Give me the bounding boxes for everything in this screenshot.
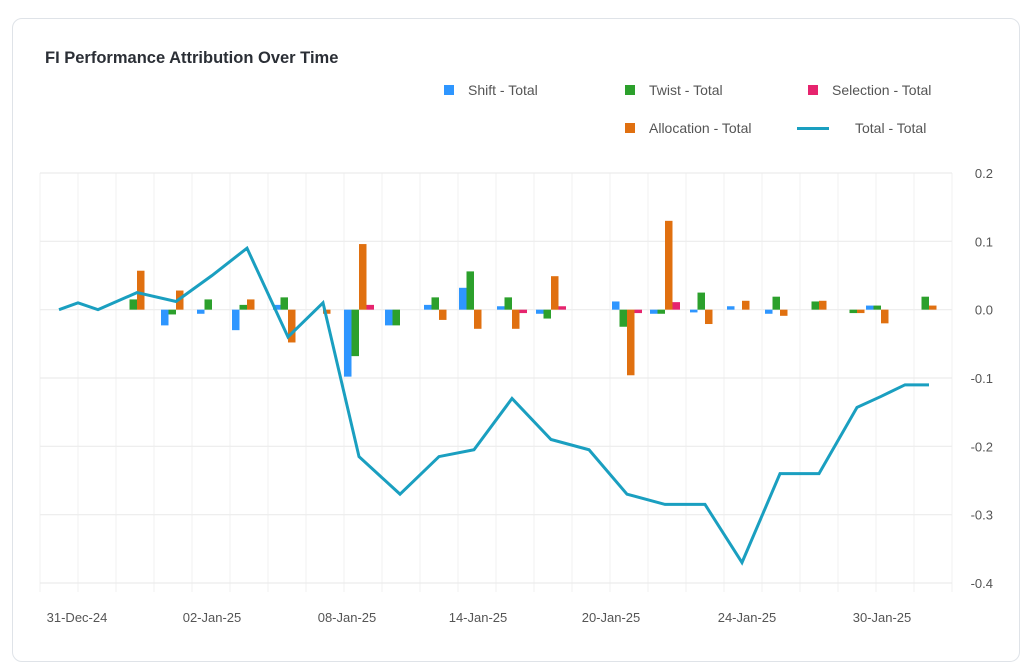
twist-bar bbox=[504, 297, 512, 310]
selection-bar bbox=[558, 306, 566, 310]
x-tick-label: 30-Jan-25 bbox=[853, 610, 912, 625]
shift-bar bbox=[612, 301, 620, 310]
allocation-bar bbox=[819, 300, 827, 310]
allocation-bar bbox=[929, 305, 937, 310]
y-tick-label: 0.1 bbox=[975, 234, 993, 249]
allocation-bar bbox=[323, 309, 331, 314]
allocation-bar bbox=[247, 299, 255, 310]
legend-label: Total - Total bbox=[855, 120, 927, 136]
shift-bar bbox=[344, 309, 352, 377]
x-tick-label: 20-Jan-25 bbox=[582, 610, 641, 625]
x-tick-label: 08-Jan-25 bbox=[318, 610, 377, 625]
allocation-bar bbox=[359, 244, 367, 310]
allocation-bar bbox=[665, 220, 673, 310]
shift-bar bbox=[536, 309, 544, 314]
shift-bar bbox=[690, 309, 698, 313]
legend-label: Shift - Total bbox=[468, 82, 538, 98]
twist-bar bbox=[849, 309, 857, 314]
shift-bar bbox=[273, 304, 281, 310]
x-tick-label: 14-Jan-25 bbox=[449, 610, 508, 625]
selection-swatch-icon bbox=[808, 85, 818, 95]
allocation-swatch-icon bbox=[625, 123, 635, 133]
twist-bar bbox=[280, 297, 288, 310]
y-tick-label: -0.4 bbox=[971, 576, 993, 591]
y-tick-label: -0.3 bbox=[971, 508, 993, 523]
x-tick-label: 31-Dec-24 bbox=[47, 610, 108, 625]
selection-bar bbox=[519, 309, 527, 314]
twist-swatch-icon bbox=[625, 85, 635, 95]
shift-bar bbox=[232, 309, 240, 331]
y-tick-label: -0.2 bbox=[971, 439, 993, 454]
x-tick-label: 02-Jan-25 bbox=[183, 610, 242, 625]
y-tick-label: -0.1 bbox=[971, 371, 993, 386]
shift-swatch-icon bbox=[444, 85, 454, 95]
legend-label: Twist - Total bbox=[649, 82, 723, 98]
legend-twist[interactable]: Twist - Total bbox=[625, 82, 723, 98]
shift-bar bbox=[727, 306, 735, 310]
allocation-bar bbox=[474, 309, 482, 329]
shift-bar bbox=[424, 304, 432, 310]
twist-bar bbox=[543, 309, 551, 319]
x-tick-label: 24-Jan-25 bbox=[718, 610, 777, 625]
selection-bar bbox=[634, 309, 642, 314]
allocation-bar bbox=[137, 270, 145, 310]
legend-label: Allocation - Total bbox=[649, 120, 752, 136]
twist-bar bbox=[129, 299, 137, 310]
twist-bar bbox=[239, 304, 247, 310]
allocation-bar bbox=[705, 309, 713, 325]
twist-bar bbox=[431, 297, 439, 310]
twist-bar bbox=[619, 309, 627, 327]
shift-bar bbox=[650, 309, 658, 314]
legend-selection[interactable]: Selection - Total bbox=[808, 82, 931, 98]
shift-bar bbox=[497, 306, 505, 310]
twist-bar bbox=[772, 296, 780, 310]
twist-bar bbox=[873, 305, 881, 310]
allocation-bar bbox=[512, 309, 520, 329]
y-tick-label: 0.0 bbox=[975, 303, 993, 318]
twist-bar bbox=[697, 292, 705, 310]
twist-bar bbox=[168, 309, 176, 315]
shift-bar bbox=[161, 309, 169, 326]
chart-card bbox=[12, 18, 1020, 662]
twist-bar bbox=[921, 296, 929, 310]
allocation-bar bbox=[288, 309, 296, 343]
total-line bbox=[58, 245, 929, 566]
shift-bar bbox=[765, 309, 773, 314]
twist-bar bbox=[392, 309, 400, 326]
allocation-bar bbox=[881, 309, 889, 324]
twist-bar bbox=[351, 309, 359, 357]
shift-bar bbox=[197, 309, 205, 314]
legend-label: Selection - Total bbox=[832, 82, 932, 98]
allocation-bar bbox=[857, 309, 865, 314]
legend-shift[interactable]: Shift - Total bbox=[444, 82, 538, 98]
shift-bar bbox=[459, 287, 467, 310]
chart-title: FI Performance Attribution Over Time bbox=[45, 49, 339, 67]
y-tick-label: 0.2 bbox=[975, 166, 993, 181]
selection-bar bbox=[672, 302, 680, 310]
total-line-swatch-icon bbox=[797, 126, 829, 130]
legend-total[interactable]: Total - Total bbox=[797, 120, 926, 136]
selection-bar bbox=[366, 304, 374, 310]
shift-bar bbox=[385, 309, 393, 326]
allocation-bar bbox=[742, 300, 750, 310]
allocation-bar bbox=[551, 276, 559, 310]
twist-bar bbox=[204, 299, 212, 310]
twist-bar bbox=[657, 309, 665, 314]
legend-allocation[interactable]: Allocation - Total bbox=[625, 120, 751, 136]
twist-bar bbox=[466, 271, 474, 310]
allocation-bar bbox=[780, 309, 788, 316]
shift-bar bbox=[866, 305, 874, 310]
allocation-bar bbox=[439, 309, 447, 320]
allocation-bar bbox=[627, 309, 635, 376]
twist-bar bbox=[811, 301, 819, 310]
